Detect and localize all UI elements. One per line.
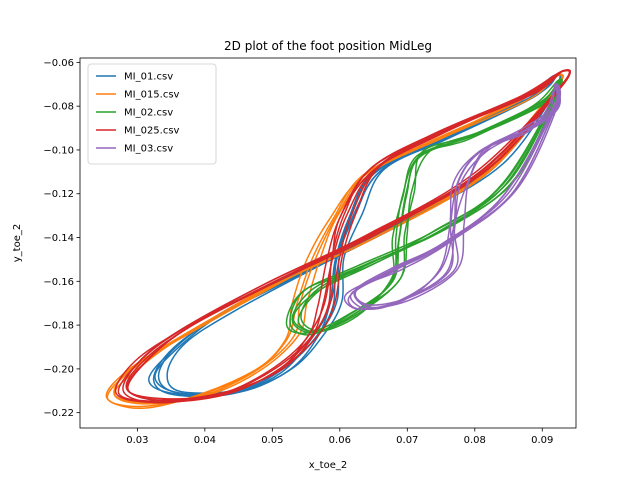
y-tick-label: −0.16 xyxy=(43,277,74,288)
legend-label: MI_01.csv xyxy=(124,72,173,83)
series-line xyxy=(300,78,563,332)
series-line xyxy=(292,78,563,333)
x-tick-label: 0.03 xyxy=(126,435,148,446)
y-tick-label: −0.14 xyxy=(43,233,74,244)
y-tick-label: −0.08 xyxy=(43,102,74,113)
series-mi-03 xyxy=(343,83,562,311)
series-mi-025 xyxy=(114,69,572,404)
chart-title: 2D plot of the foot position MidLeg xyxy=(224,39,432,53)
x-tick-label: 0.06 xyxy=(329,435,351,446)
y-tick-label: −0.20 xyxy=(43,364,74,375)
y-axis-title: y_toe_2 xyxy=(12,224,23,262)
y-tick-label: −0.18 xyxy=(43,321,74,332)
series-line xyxy=(125,69,571,403)
legend-box xyxy=(87,63,217,165)
y-axis: −0.06 −0.08 −0.10 −0.12 −0.14 −0.16 −0.18 −0.20… xyxy=(43,58,80,419)
x-tick-label: 0.08 xyxy=(464,435,486,446)
y-tick-label: −0.22 xyxy=(43,408,74,419)
y-tick-label: −0.10 xyxy=(43,145,74,156)
series-layer xyxy=(105,69,572,410)
x-tick-label: 0.09 xyxy=(531,435,553,446)
legend-label: MI_02.csv xyxy=(124,108,173,119)
y-tick-label: −0.12 xyxy=(43,189,74,200)
legend-label: MI_025.csv xyxy=(124,126,180,137)
legend: MI_01.csv MI_015.csv MI_02.csv MI_025.csv MI… xyxy=(87,63,217,165)
x-tick-label: 0.05 xyxy=(261,435,283,446)
y-tick-label: −0.06 xyxy=(43,58,74,69)
legend-label: MI_03.csv xyxy=(124,144,173,155)
x-axis-title: x_toe_2 xyxy=(309,460,347,471)
plot-area-frame xyxy=(79,57,577,429)
legend-label: MI_015.csv xyxy=(124,90,180,101)
x-tick-label: 0.07 xyxy=(396,435,418,446)
x-tick-label: 0.04 xyxy=(194,435,216,446)
x-axis: 0.03 0.04 0.05 0.06 0.07 0.08 0.09 xyxy=(126,428,553,446)
series-line xyxy=(354,83,562,309)
